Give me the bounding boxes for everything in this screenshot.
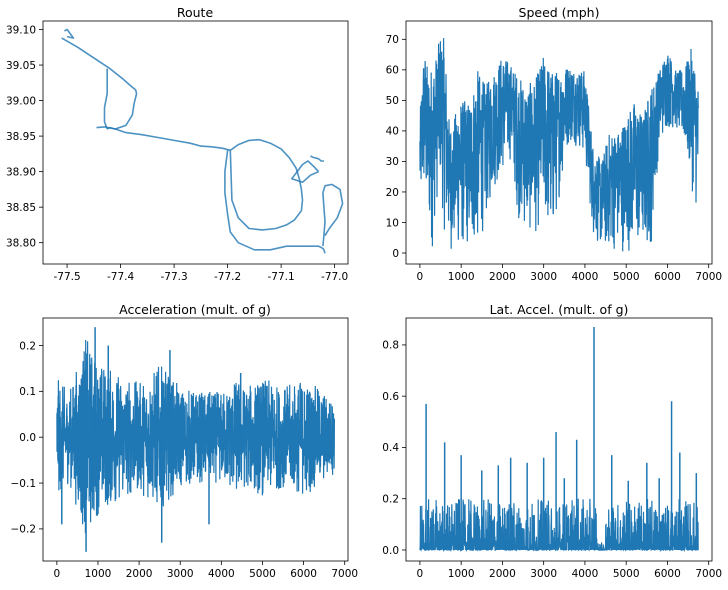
acceleration-xtick-label: 0 bbox=[54, 568, 61, 580]
route-ytick-label: 38.95 bbox=[6, 131, 36, 143]
route-path bbox=[106, 93, 138, 130]
lat-accel-xtick-label: 6000 bbox=[654, 568, 681, 580]
speed-ytick-label: 60 bbox=[386, 65, 399, 77]
lat-accel-xtick-label: 3000 bbox=[530, 568, 557, 580]
route-xtick-label: -77.2 bbox=[214, 271, 241, 283]
speed-title: Speed (mph) bbox=[519, 5, 600, 20]
route-ytick-label: 38.85 bbox=[6, 202, 36, 214]
route-path bbox=[96, 126, 231, 152]
speed-ytick-label: 20 bbox=[386, 187, 399, 199]
acceleration-xtick-label: 3000 bbox=[167, 568, 194, 580]
route-xtick-label: -77.4 bbox=[107, 271, 134, 283]
acceleration-xtick-label: 2000 bbox=[126, 568, 153, 580]
acceleration-xtick-label: 7000 bbox=[331, 568, 358, 580]
speed-xtick-label: 7000 bbox=[695, 271, 722, 283]
acceleration-ytick-label: 0.2 bbox=[19, 340, 36, 352]
speed-xtick-label: 0 bbox=[417, 271, 424, 283]
acceleration-xtick-label: 1000 bbox=[85, 568, 112, 580]
lat-accel-xtick-label: 2000 bbox=[489, 568, 516, 580]
acceleration-xtick-label: 6000 bbox=[290, 568, 317, 580]
route-xtick-label: -77.0 bbox=[321, 271, 348, 283]
acceleration-xtick-label: 5000 bbox=[249, 568, 276, 580]
lat-accel-series-line bbox=[419, 498, 699, 553]
route-ytick-label: 39.00 bbox=[6, 95, 36, 107]
lat-accel-panel: Lat. Accel. (mult. of g) 0 1000 2000 3000 40… bbox=[382, 302, 722, 580]
lat-accel-xtick-label: 7000 bbox=[695, 568, 722, 580]
lat-accel-axes-frame bbox=[405, 317, 713, 562]
acceleration-ytick-label: 0.0 bbox=[19, 432, 36, 444]
route-ytick-label: 39.05 bbox=[6, 60, 36, 72]
route-ytick-label: 39.10 bbox=[6, 24, 36, 36]
speed-panel: Speed (mph) 0 1000 2000 3000 4000 5000 6000 700… bbox=[386, 5, 722, 283]
route-xtick-label: -77.3 bbox=[161, 271, 188, 283]
acceleration-title: Acceleration (mult. of g) bbox=[119, 302, 271, 317]
lat-accel-xtick-label: 5000 bbox=[613, 568, 640, 580]
lat-accel-ytick-label: 0.8 bbox=[382, 340, 399, 352]
lat-accel-title: Lat. Accel. (mult. of g) bbox=[490, 302, 629, 317]
speed-ytick-label: 0 bbox=[392, 248, 399, 260]
speed-xtick-label: 3000 bbox=[530, 271, 557, 283]
route-ytick-label: 38.90 bbox=[6, 166, 36, 178]
lat-accel-ytick-label: 0.2 bbox=[382, 494, 399, 506]
acceleration-xtick-label: 4000 bbox=[208, 568, 235, 580]
speed-axes-frame bbox=[405, 20, 713, 265]
speed-xtick-label: 5000 bbox=[613, 271, 640, 283]
acceleration-ytick-label: −0.2 bbox=[11, 524, 37, 536]
speed-xtick-label: 1000 bbox=[448, 271, 475, 283]
speed-xtick-label: 4000 bbox=[572, 271, 599, 283]
route-title: Route bbox=[177, 5, 214, 20]
speed-xtick-label: 2000 bbox=[489, 271, 516, 283]
route-path bbox=[229, 138, 304, 231]
speed-ytick-label: 70 bbox=[386, 34, 399, 46]
lat-accel-ytick-label: 0.6 bbox=[382, 391, 399, 403]
lat-accel-xtick-label: 4000 bbox=[572, 568, 599, 580]
acceleration-ytick-label: −0.1 bbox=[11, 478, 37, 490]
lat-accel-xtick-label: 1000 bbox=[448, 568, 475, 580]
route-path bbox=[310, 155, 324, 162]
route-xtick-label: -77.1 bbox=[268, 271, 295, 283]
route-ytick-label: 38.80 bbox=[6, 237, 36, 249]
acceleration-axes-frame bbox=[42, 317, 349, 562]
acceleration-ytick-label: 0.1 bbox=[19, 386, 36, 398]
acceleration-series-line bbox=[56, 339, 335, 534]
speed-ytick-label: 50 bbox=[386, 95, 399, 107]
speed-series-line bbox=[419, 38, 699, 252]
route-path bbox=[103, 68, 108, 130]
lat-accel-ytick-label: 0.4 bbox=[382, 442, 399, 454]
route-path bbox=[224, 150, 326, 254]
route-path bbox=[61, 37, 138, 94]
lat-accel-xtick-label: 0 bbox=[417, 568, 424, 580]
acceleration-panel: Acceleration (mult. of g) 0 1000 2000 3000 4… bbox=[11, 302, 359, 580]
route-axes-frame bbox=[42, 20, 349, 265]
speed-ytick-label: 30 bbox=[386, 156, 399, 168]
speed-ytick-label: 40 bbox=[386, 126, 399, 138]
route-path bbox=[322, 183, 344, 247]
speed-xtick-label: 6000 bbox=[654, 271, 681, 283]
route-path bbox=[290, 160, 320, 184]
route-xtick-label: -77.5 bbox=[53, 271, 80, 283]
route-path bbox=[64, 28, 75, 39]
lat-accel-ytick-label: 0.0 bbox=[382, 545, 399, 557]
speed-ytick-label: 10 bbox=[386, 217, 399, 229]
route-panel: Route -77.5 -77.4 -77.3 -77.2 -77.1 -77.0 38.8… bbox=[6, 5, 349, 283]
